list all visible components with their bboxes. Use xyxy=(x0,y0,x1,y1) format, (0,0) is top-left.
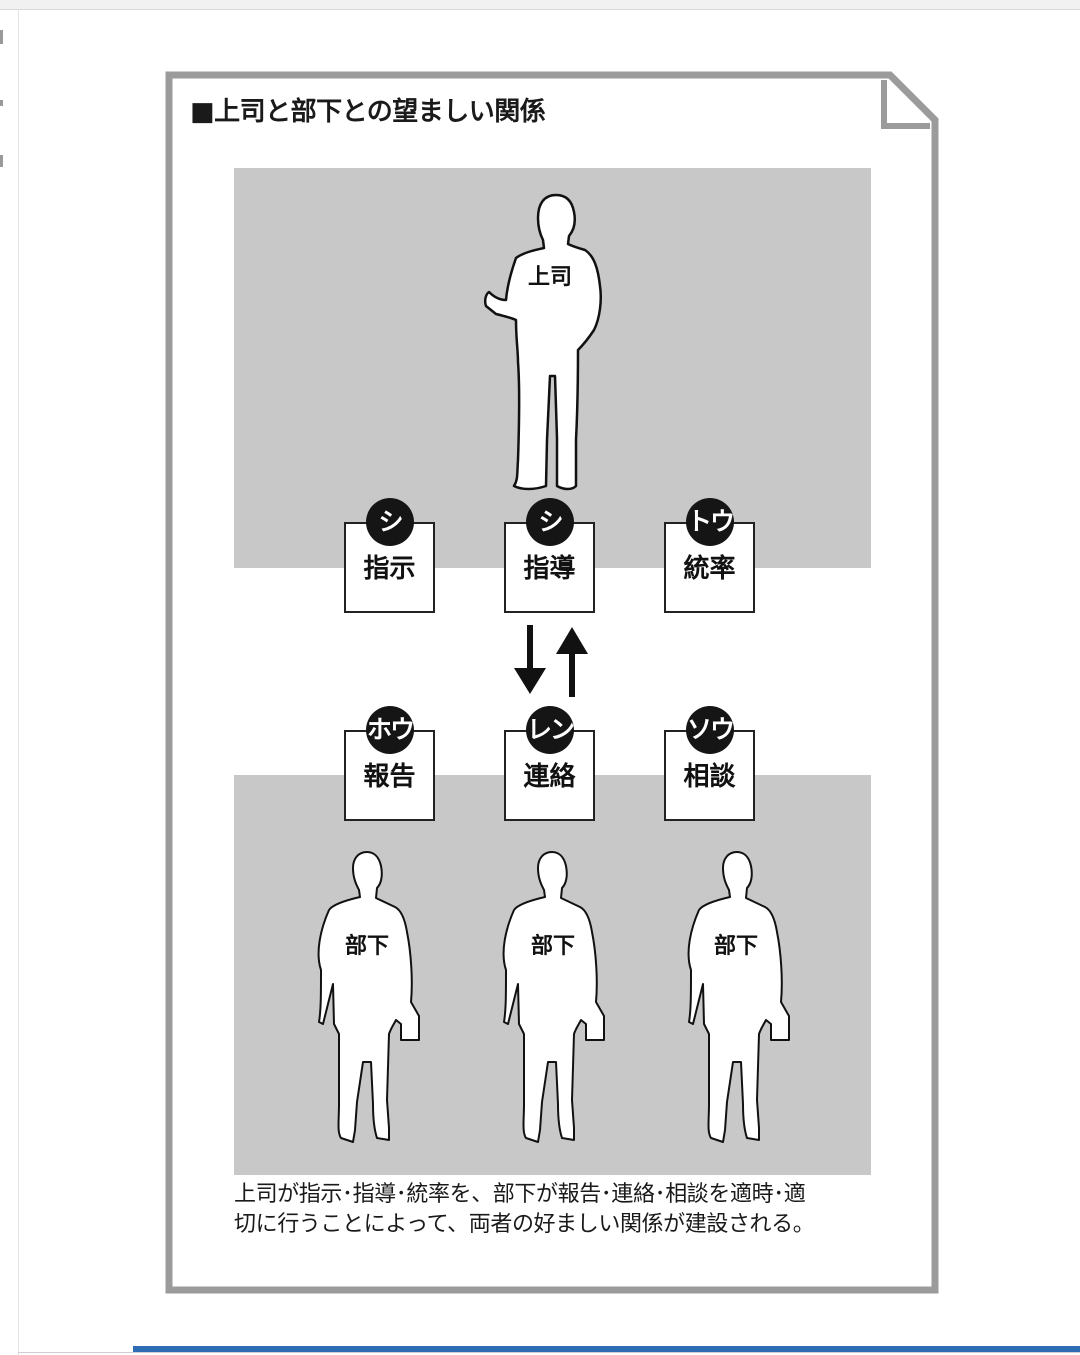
action-kanji: 統率 xyxy=(683,554,736,584)
down-arrow-icon xyxy=(514,625,546,694)
rail-mark xyxy=(0,30,3,44)
diagram-caption: 上司が指示･指導･統率を、部下が報告･連絡･相談を適時･適 切に行うことによって… xyxy=(234,1180,884,1240)
caption-line-2: 切に行うことによって、両者の好ましい関係が建設される。 xyxy=(234,1212,815,1237)
folded-corner xyxy=(881,80,930,129)
kana-badge: ホウ xyxy=(366,706,415,754)
action-kanji: 報告 xyxy=(363,762,416,792)
subordinate-label-1: 部下 xyxy=(344,934,389,959)
kana-badge: レン xyxy=(526,706,575,754)
diagram-title: ■上司と部下との望ましい関係 xyxy=(190,97,546,127)
boss-label: 上司 xyxy=(527,265,572,290)
kana-badge: トウ xyxy=(686,498,735,546)
viewer-bottom-line xyxy=(18,1352,1080,1353)
kana-badge: シ xyxy=(366,498,414,546)
action-kanji: 相談 xyxy=(683,762,736,792)
boss-silhouette xyxy=(483,193,602,491)
viewer-left-rail xyxy=(18,9,19,1355)
action-box-soudan: 相談 xyxy=(664,730,755,821)
kana-badge: ソウ xyxy=(686,706,735,754)
action-kanji: 連絡 xyxy=(523,762,576,792)
viewer-progress-bar xyxy=(133,1346,1080,1352)
rail-mark xyxy=(0,100,3,106)
caption-line-1: 上司が指示･指導･統率を、部下が報告･連絡･相談を適時･適 xyxy=(234,1182,806,1207)
action-box-shiji: 指示 xyxy=(344,522,435,613)
rail-mark xyxy=(0,155,3,167)
kana-badge: シ xyxy=(526,498,574,546)
subordinate-label-2: 部下 xyxy=(530,934,575,959)
up-arrow-icon xyxy=(556,627,588,697)
action-kanji: 指示 xyxy=(363,554,416,584)
subordinate-label-3: 部下 xyxy=(713,934,758,959)
action-kanji: 指導 xyxy=(523,554,576,584)
viewer-top-bar xyxy=(0,0,1080,10)
